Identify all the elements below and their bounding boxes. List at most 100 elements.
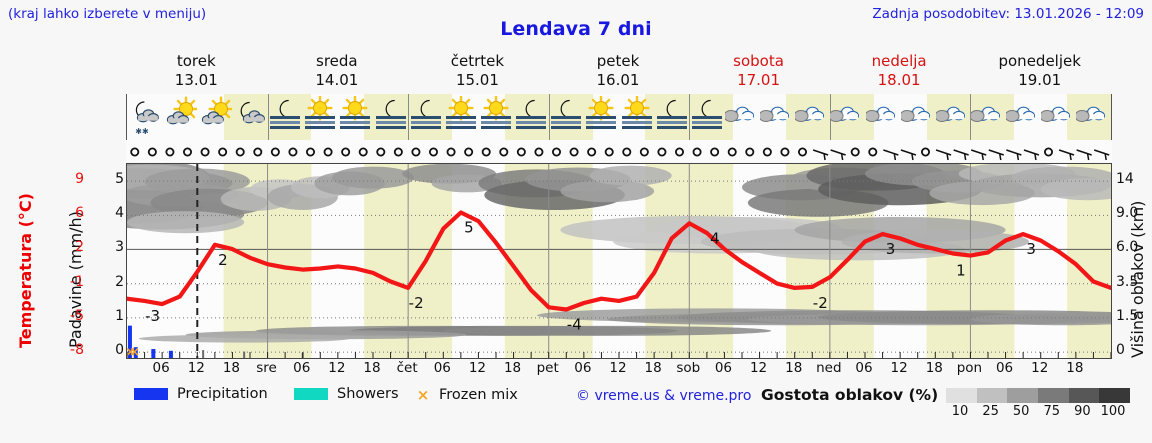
x-tick-label: 12 [328, 360, 346, 376]
legend-precipitation-label: Precipitation [177, 386, 268, 402]
x-tick-label: 06 [714, 360, 733, 376]
fog-moon-icon [514, 96, 548, 138]
fog-moon-icon [268, 96, 302, 138]
svg-text:-3: -3 [145, 307, 160, 325]
cloud-height-axis-ticks: 14 9.0 6.0 3.5 1.5 0 [1116, 163, 1152, 359]
day-column-četrtek: četrtek 15.01 [407, 52, 548, 92]
x-tick-label: 06 [855, 360, 873, 376]
cloud-height-tick-label: 3.5 [1116, 273, 1139, 290]
day-name: nedelja [871, 52, 927, 70]
page-title: Lendava 7 dni [500, 18, 652, 40]
precipitation-tick-label: 3 [115, 239, 124, 256]
svg-text:1: 1 [956, 262, 966, 280]
x-tick-label: 18 [785, 360, 803, 376]
day-date: 16.01 [596, 71, 640, 89]
cloud-icon [899, 96, 935, 138]
cloud-height-tick-label: 1.5 [1116, 307, 1139, 324]
x-axis-ticks: 06 12 18 sre 06 12 18 čet 06 12 18 pet 06 12 18 sob 06 12… [126, 360, 1112, 380]
cloud-density-step [976, 388, 1008, 403]
cloud-icon [934, 96, 970, 138]
temperature-tick-label: -1 [70, 273, 84, 290]
day-separator-line [267, 94, 269, 140]
temperature-tick-label: 2 [75, 239, 84, 256]
day-name: četrtek [450, 52, 505, 70]
day-name: sobota [733, 52, 784, 70]
fog-sun-icon [303, 95, 337, 138]
cloud-density-step [1007, 388, 1039, 403]
day-column-petek: petek 16.01 [548, 52, 689, 92]
day-date: 19.01 [1018, 71, 1062, 89]
x-tick-label: sre [256, 360, 277, 376]
svg-text:-2: -2 [409, 294, 424, 312]
day-name: ponedeljek [998, 52, 1081, 70]
day-date: 17.01 [737, 71, 781, 89]
svg-text:-2: -2 [813, 294, 828, 312]
x-tick-label: 12 [890, 360, 908, 376]
fog-sun-icon [584, 95, 618, 138]
menu-hint-text: (kraj lahko izberete v meniju) [8, 6, 207, 22]
cloud-height-tick-label: 9.0 [1116, 205, 1139, 222]
cloud-density-step [946, 388, 977, 403]
day-name: torek [176, 52, 216, 70]
day-separator-line [689, 94, 691, 140]
cloud-density-step [1038, 388, 1069, 403]
precipitation-tick-label: 4 [115, 205, 124, 222]
x-tick-label: 18 [222, 360, 241, 376]
day-date: 18.01 [877, 71, 921, 89]
wind-barb-svg [130, 147, 1110, 161]
day-column-torek: torek 13.01 [126, 52, 267, 92]
day-column-sobota: sobota 17.01 [688, 52, 829, 92]
cloud-height-tick-label: 0 [1116, 342, 1125, 359]
cloud-density-scale [946, 388, 1131, 403]
cloud-icon [1004, 96, 1040, 138]
wind-barb-row [126, 140, 1112, 162]
day-name: petek [596, 52, 640, 70]
fog-sun-icon [338, 95, 372, 138]
x-tick-label: 12 [749, 360, 768, 376]
x-tick-label: pon [956, 360, 983, 376]
cloud-sun-icon [163, 96, 199, 138]
legend-frozen-mix-label: Frozen mix [439, 387, 518, 403]
x-tick-label: 18 [644, 360, 662, 376]
svg-text:3: 3 [886, 240, 896, 258]
cloud-density-step-label: 50 [1012, 404, 1030, 419]
temperature-tick-label: 6 [75, 205, 84, 222]
legend-showers: Showers [294, 386, 399, 402]
copyright-text: © vreme.us & vreme.pro [576, 388, 752, 404]
x-tick-label: 18 [363, 360, 381, 376]
x-tick-label: pet [536, 360, 559, 376]
x-tick-label: 18 [503, 360, 522, 376]
moon-cloud-snow-icon: ✱✱ [128, 96, 162, 138]
fog-sun-icon [479, 95, 513, 138]
cloud-density-step-label: 25 [982, 404, 999, 419]
fog-moon-icon [655, 96, 689, 138]
x-tick-label: 06 [152, 360, 170, 376]
x-tick-label: 06 [433, 360, 451, 376]
cloud-density-step [1099, 388, 1131, 403]
cloud-icon [969, 96, 1005, 138]
day-column-sreda: sreda 14.01 [267, 52, 408, 92]
weather-icon-band: ✱✱ [126, 94, 1112, 140]
cloud-icon [723, 96, 759, 138]
fog-sun-icon [444, 95, 478, 138]
fog-sun-icon [620, 95, 654, 138]
cloud-height-tick-label: 6.0 [1116, 239, 1139, 256]
showers-swatch [294, 388, 328, 400]
precipitation-tick-label: 0 [115, 342, 124, 359]
cloud-density-step-label: 100 [1100, 404, 1126, 419]
cloud-density-step [1068, 388, 1100, 403]
x-tick-label: 12 [187, 360, 205, 376]
last-updated-text: Zadnja posodobitev: 13.01.2026 - 12:09 [872, 6, 1144, 22]
cloud-density-legend-title: Gostota oblakov (%) [761, 386, 939, 404]
day-header-strip: torek 13.01 sreda 14.01 četrtek 15.01 petek 16.… [126, 52, 1112, 92]
precipitation-tick-label: 5 [115, 171, 124, 188]
x-tick-label: 06 [574, 360, 592, 376]
cloud-icon [1074, 96, 1110, 138]
svg-text:-4: -4 [567, 316, 582, 334]
legend-precipitation: Precipitation [134, 386, 268, 402]
day-date: 15.01 [455, 71, 499, 89]
svg-text:✱✱: ✱✱ [135, 127, 149, 136]
cloud-icon [758, 96, 794, 138]
